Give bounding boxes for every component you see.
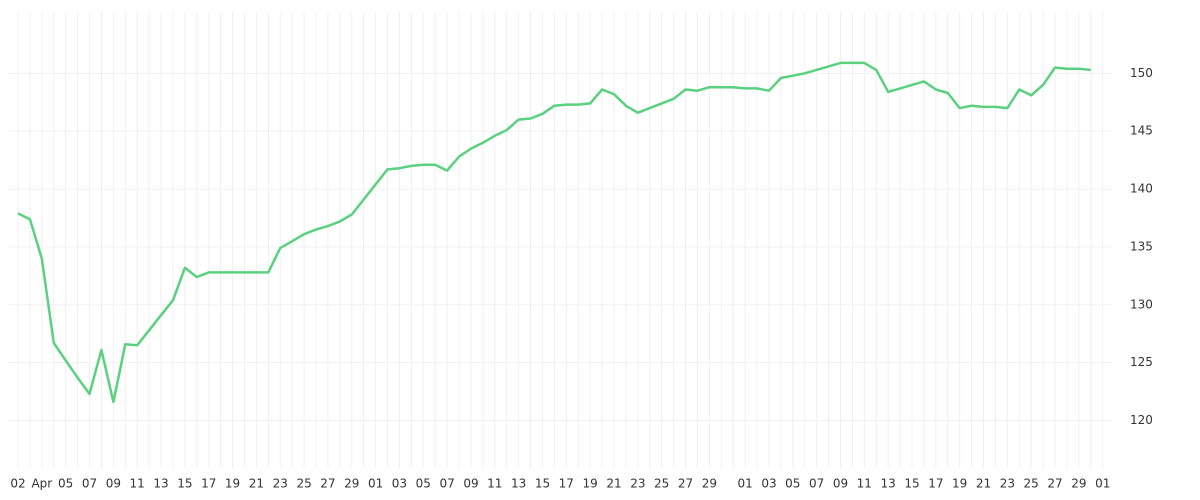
- x-tick-label: 07: [439, 477, 454, 491]
- x-tick-label: 25: [1024, 477, 1039, 491]
- x-tick-label: 03: [761, 477, 776, 491]
- y-tick-label: 125: [1130, 355, 1153, 369]
- x-tick-label: 21: [249, 477, 264, 491]
- x-tick-label: 21: [976, 477, 991, 491]
- x-tick-label: 01: [737, 477, 752, 491]
- x-tick-label: 05: [416, 477, 431, 491]
- x-tick-label: 25: [654, 477, 669, 491]
- x-tick-label: 09: [463, 477, 478, 491]
- x-tick-label: 07: [809, 477, 824, 491]
- x-tick-label: 01: [368, 477, 383, 491]
- x-tick-label: 29: [1071, 477, 1086, 491]
- x-tick-label: Apr: [31, 477, 52, 491]
- y-tick-label: 145: [1130, 124, 1153, 138]
- x-tick-label: 13: [153, 477, 168, 491]
- x-tick-label: 25: [296, 477, 311, 491]
- y-tick-label: 135: [1130, 239, 1153, 253]
- x-tick-label: 23: [630, 477, 645, 491]
- data-line: [17, 61, 1091, 404]
- x-tick-label: 02: [10, 477, 25, 491]
- x-tick-label: 07: [82, 477, 97, 491]
- x-tick-label: 19: [225, 477, 240, 491]
- x-tick-label: 19: [952, 477, 967, 491]
- x-tick-label: 05: [58, 477, 73, 491]
- x-tick-label: 21: [606, 477, 621, 491]
- x-tick-label: 03: [392, 477, 407, 491]
- x-tick-label: 29: [702, 477, 717, 491]
- y-tick-label: 140: [1130, 182, 1153, 196]
- x-tick-label: 13: [511, 477, 526, 491]
- x-tick-label: 11: [130, 477, 145, 491]
- x-tick-label: 11: [857, 477, 872, 491]
- x-tick-label: 23: [1000, 477, 1015, 491]
- x-tick-label: 15: [535, 477, 550, 491]
- x-tick-label: 17: [928, 477, 943, 491]
- x-tick-label: 23: [273, 477, 288, 491]
- x-tick-label: 09: [106, 477, 121, 491]
- x-tick-label: 27: [678, 477, 693, 491]
- x-tick-label: 09: [833, 477, 848, 491]
- x-tick-label: 27: [1047, 477, 1062, 491]
- x-tick-label: 05: [785, 477, 800, 491]
- x-tick-label: 27: [320, 477, 335, 491]
- x-tick-label: 15: [904, 477, 919, 491]
- x-tick-label: 01: [1095, 477, 1110, 491]
- x-tick-label: 17: [559, 477, 574, 491]
- x-tick-label: 19: [583, 477, 598, 491]
- y-tick-label: 120: [1130, 413, 1153, 427]
- x-tick-label: 11: [487, 477, 502, 491]
- x-tick-label: 29: [344, 477, 359, 491]
- y-tick-label: 130: [1130, 297, 1153, 311]
- y-tick-label: 150: [1130, 66, 1153, 80]
- x-tick-label: 17: [201, 477, 216, 491]
- x-tick-label: 13: [881, 477, 896, 491]
- x-tick-label: 15: [177, 477, 192, 491]
